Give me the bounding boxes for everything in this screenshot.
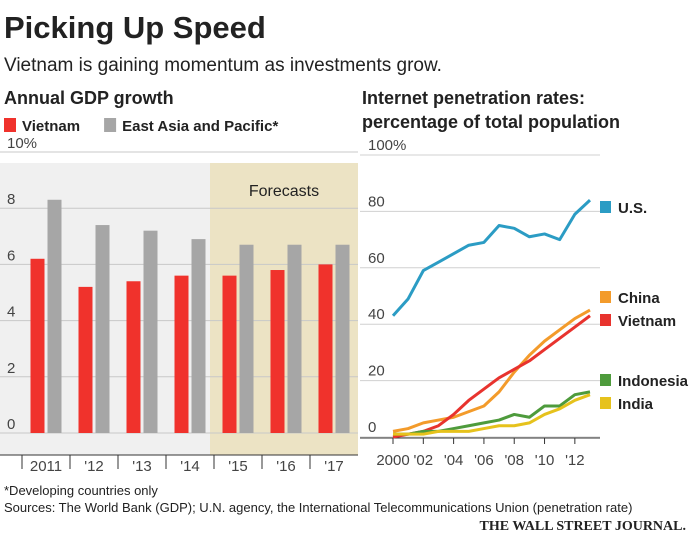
legend-label: Vietnam [618,313,676,330]
bar [47,199,62,433]
chart-title: percentage of total population [362,112,620,132]
y-tick-label: 20 [368,363,385,380]
bar [126,281,141,433]
x-tick-label: 2011 [30,458,62,475]
y-tick-label: 0 [368,419,376,436]
x-tick-label: '02 [414,452,434,469]
bar [191,239,206,433]
x-tick-label: '15 [228,458,248,475]
bar [318,264,333,433]
legend-label: India [618,396,654,413]
y-tick-label: 40 [368,306,385,323]
line [393,390,591,436]
x-tick-label: '06 [474,452,494,469]
y-tick-label: 0 [7,416,15,433]
bar [239,244,254,433]
y-tick-label: 10% [7,135,37,152]
y-tick-label: 60 [368,250,385,267]
y-tick-label: 2 [7,360,15,377]
bar [222,275,237,433]
legend-label: Indonesia [618,373,689,390]
bar [143,230,158,433]
legend-swatch [4,118,16,132]
line [392,314,591,439]
x-tick-label: '14 [180,458,200,475]
x-tick-label: '17 [324,458,344,475]
chart-title: Internet penetration rates: [362,88,585,108]
credit: THE WALL STREET JOURNAL. [480,519,686,534]
line [392,308,591,433]
legend-swatch [600,314,611,326]
legend-label: U.S. [618,200,647,217]
legend-label: Vietnam [22,118,80,135]
annotation: Forecasts [249,183,319,200]
y-tick-label: 4 [7,304,15,321]
legend-label: East Asia and Pacific* [122,118,278,135]
y-tick-label: 80 [368,193,385,210]
y-tick-label: 8 [7,191,15,208]
bar [30,258,45,433]
subtitle: Vietnam is gaining momentum as investmen… [4,55,442,76]
legend-swatch [104,118,117,132]
title: Picking Up Speed [4,10,266,45]
y-tick-label: 6 [7,247,15,264]
x-tick-label: '08 [504,452,524,469]
bar [287,244,302,433]
bar [270,270,285,433]
x-tick-label: '13 [132,458,152,475]
footnote: *Developing countries only [4,483,158,498]
chart-title: Annual GDP growth [4,88,174,108]
bar [95,225,110,433]
x-tick-label: '12 [84,458,104,475]
bar [174,275,189,433]
legend-swatch [600,374,611,386]
legend-swatch [600,397,611,409]
source: Sources: The World Bank (GDP); U.N. agen… [4,500,632,515]
legend-label: China [618,290,660,307]
legend-swatch [600,291,611,303]
x-tick-label: '12 [565,452,585,469]
bar [335,244,350,433]
legend-swatch [600,201,611,213]
x-tick-label: 2000 [376,452,409,469]
x-tick-label: '04 [444,452,464,469]
bar [78,286,93,433]
x-tick-label: '10 [535,452,555,469]
line [393,393,591,436]
x-tick-label: '16 [276,458,296,475]
y-tick-label: 100% [368,137,406,154]
line [391,199,592,317]
